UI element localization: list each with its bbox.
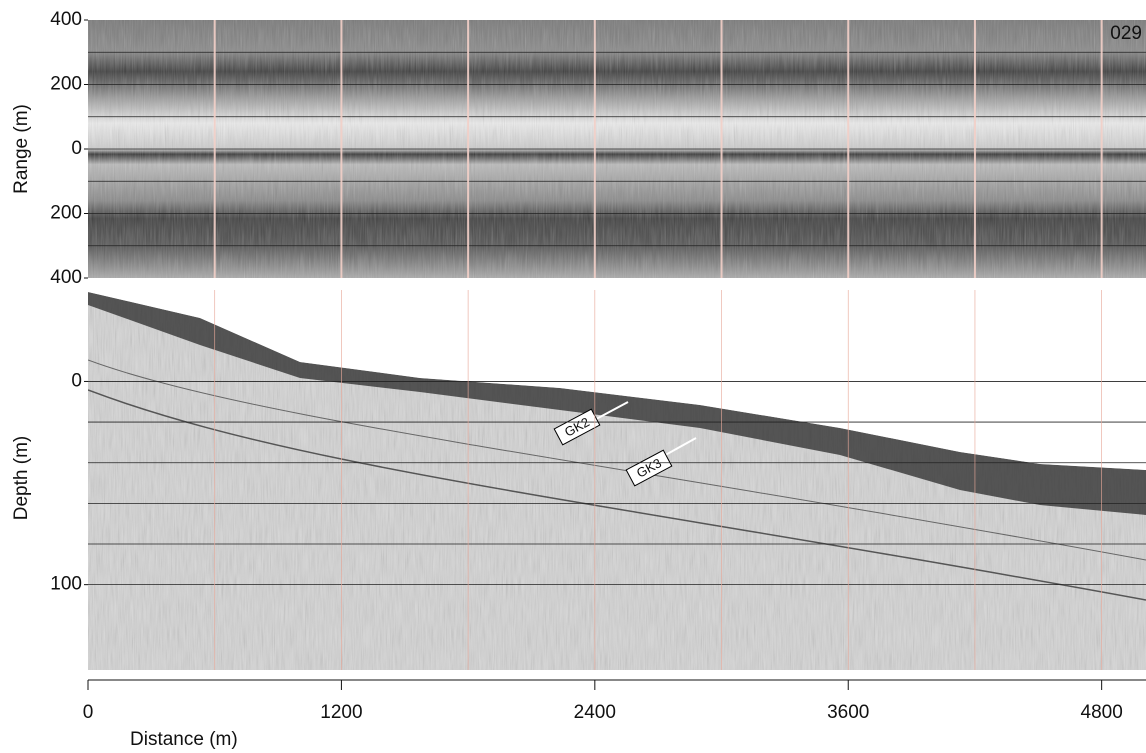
- y-tick-label: 0: [71, 138, 82, 159]
- label-box: [553, 408, 601, 446]
- y-axis-label: Range (m): [11, 104, 32, 194]
- y-tick-label: 200: [50, 74, 82, 95]
- y-tick-label: 200: [50, 203, 82, 224]
- x-axis-label: Distance (m): [130, 729, 238, 750]
- label-box: [625, 449, 673, 487]
- y-tick-label: 100: [50, 574, 82, 595]
- water-column: [88, 290, 1146, 470]
- y-tick-label: 400: [50, 9, 82, 30]
- seabed-reflector: [88, 292, 1146, 515]
- x-tick-label: 1200: [320, 702, 362, 723]
- profile-image: [88, 290, 1146, 670]
- x-tick-label: 2400: [574, 702, 616, 723]
- y-tick-label: 400: [50, 267, 82, 288]
- panel-id: 029: [1110, 23, 1142, 44]
- y-tick-label: 0: [71, 370, 82, 391]
- x-tick-label: 4800: [1081, 702, 1123, 723]
- x-tick-label: 0: [83, 702, 94, 723]
- subbottom-reflector: [88, 359, 1146, 561]
- x-tick-label: 3600: [827, 702, 869, 723]
- y-axis-label: Depth (m): [11, 436, 32, 520]
